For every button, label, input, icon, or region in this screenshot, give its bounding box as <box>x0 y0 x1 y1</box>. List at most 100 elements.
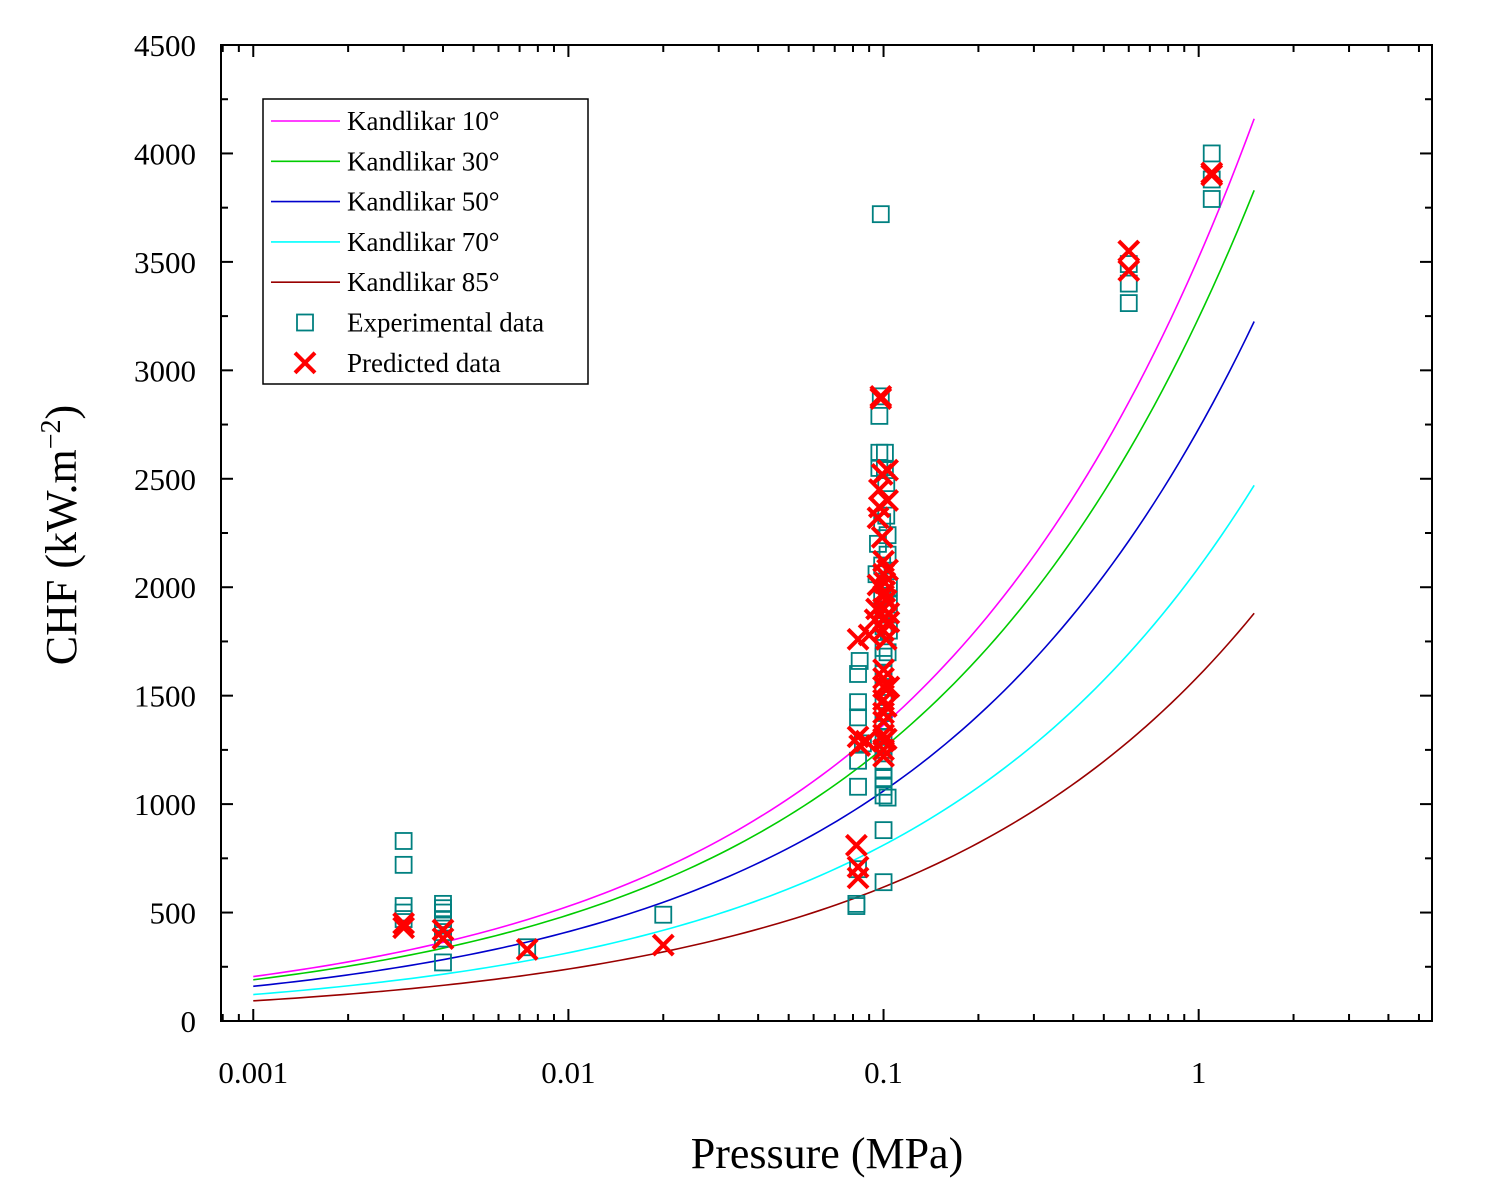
predicted-point-stroke <box>872 701 895 725</box>
predicted-point <box>876 489 900 512</box>
predicted-point <box>870 525 894 549</box>
predicted-point-stroke <box>844 833 868 857</box>
predicted-point <box>1117 259 1141 282</box>
experimental-point <box>874 647 893 666</box>
predicted-point-stroke <box>1117 259 1141 282</box>
legend-label: Kandlikar 70° <box>347 227 500 257</box>
predicted-point-stroke <box>846 866 870 890</box>
predicted-point <box>515 938 539 961</box>
legend-entry: Kandlikar 85° <box>271 267 500 297</box>
experimental-point <box>1119 294 1138 312</box>
experimental-point <box>878 788 897 807</box>
curves-layer <box>253 118 1255 1002</box>
predicted-point <box>844 833 868 857</box>
predicted-point <box>873 580 897 603</box>
curve-kandlikar-1 <box>253 118 1255 978</box>
y-tick-label: 2000 <box>134 570 196 605</box>
y-tick-label: 0 <box>181 1004 197 1039</box>
predicted-point-stroke <box>1200 161 1224 185</box>
predicted-point <box>651 933 675 957</box>
experimental-point <box>434 953 452 972</box>
experimental-point <box>394 832 413 850</box>
experimental-point <box>847 897 866 915</box>
experimental-point <box>654 905 673 924</box>
y-tick-label: 3000 <box>134 353 196 388</box>
predicted-point <box>846 855 870 879</box>
predicted-point <box>869 387 893 410</box>
y-axis-title: CHF (kW.m−2) <box>36 405 86 665</box>
predicted-point-stroke <box>876 458 900 482</box>
legend-label: Predicted data <box>347 348 501 378</box>
experimental-point <box>849 693 867 712</box>
experimental-point <box>874 727 893 746</box>
experimental-point <box>874 873 893 892</box>
predicted-point-stroke <box>877 610 901 634</box>
predicted-point-stroke <box>874 695 898 718</box>
predicted-point <box>846 866 870 890</box>
axis-ticks <box>221 44 1432 1022</box>
experimental-point <box>849 708 867 727</box>
predicted-point-stroke <box>873 580 897 603</box>
experimental-point <box>850 652 869 670</box>
predicted-point-stroke <box>392 911 416 935</box>
y-tick-label: 500 <box>150 896 197 931</box>
legend-label: Kandlikar 85° <box>347 267 500 297</box>
predicted-point-stroke <box>392 916 416 940</box>
experimental-point <box>871 387 890 406</box>
predicted-point <box>1117 239 1141 263</box>
predicted-point <box>877 601 901 625</box>
experimental-point <box>518 938 537 957</box>
experimental-point <box>876 443 894 462</box>
legend-entry: Kandlikar 50° <box>271 187 500 217</box>
y-tick-label: 4500 <box>134 28 196 63</box>
y-tick-label: 4000 <box>134 136 196 171</box>
experimental-point <box>877 474 896 493</box>
curve-kandlikar-3 <box>253 321 1255 988</box>
predicted-point <box>872 701 895 725</box>
y-tick-label: 1000 <box>134 787 196 822</box>
predicted-point-stroke <box>877 601 901 625</box>
legend-swatch-x <box>293 351 317 375</box>
predicted-point-stroke <box>874 627 898 651</box>
predicted-point <box>877 610 901 634</box>
experimental-point <box>870 406 889 425</box>
predicted-point-stroke <box>872 658 895 682</box>
experimental-point <box>878 643 897 662</box>
y-axis-title-main: CHF (kW.m <box>37 449 86 665</box>
legend-label: Experimental data <box>347 308 544 338</box>
experimental-point <box>849 777 867 796</box>
curve-kandlikar-2 <box>253 190 1255 981</box>
legend-label: Kandlikar 50° <box>347 187 500 217</box>
predicted-point <box>872 744 895 768</box>
predicted-point-stroke <box>846 725 870 749</box>
experimental-point <box>1202 190 1221 208</box>
predicted-point-stroke <box>876 489 900 512</box>
predicted-point-stroke <box>1117 239 1141 263</box>
experimental-point <box>1202 144 1221 163</box>
predicted-point <box>392 911 416 935</box>
legend-label: Kandlikar 30° <box>347 146 500 176</box>
experimental-point <box>870 443 889 462</box>
predicted-point-stroke <box>874 727 898 751</box>
experimental-point <box>1119 274 1138 293</box>
x-tick-label: 1 <box>1191 1055 1207 1090</box>
y-tick-label: 3500 <box>134 245 196 280</box>
predicted-point-stroke <box>872 744 895 768</box>
experimental-point <box>394 855 413 874</box>
y-axis-title-close: ) <box>37 405 86 420</box>
curve-kandlikar-5 <box>253 612 1255 1002</box>
predicted-point-stroke <box>431 918 455 942</box>
experimental-point <box>874 786 893 805</box>
x-tick-label: 0.1 <box>864 1055 903 1090</box>
experimental-point <box>874 821 893 840</box>
predicted-point <box>431 927 455 950</box>
predicted-point-stroke <box>876 558 900 582</box>
y-axis-title-superscript: −2 <box>36 419 67 449</box>
predicted-point <box>876 458 900 482</box>
predicted-point-stroke <box>869 387 893 410</box>
predicted-point <box>876 558 900 582</box>
x-tick-label: 0.001 <box>218 1055 288 1090</box>
predicted-point-stroke <box>877 675 901 699</box>
legend-label: Kandlikar 10° <box>347 106 500 136</box>
